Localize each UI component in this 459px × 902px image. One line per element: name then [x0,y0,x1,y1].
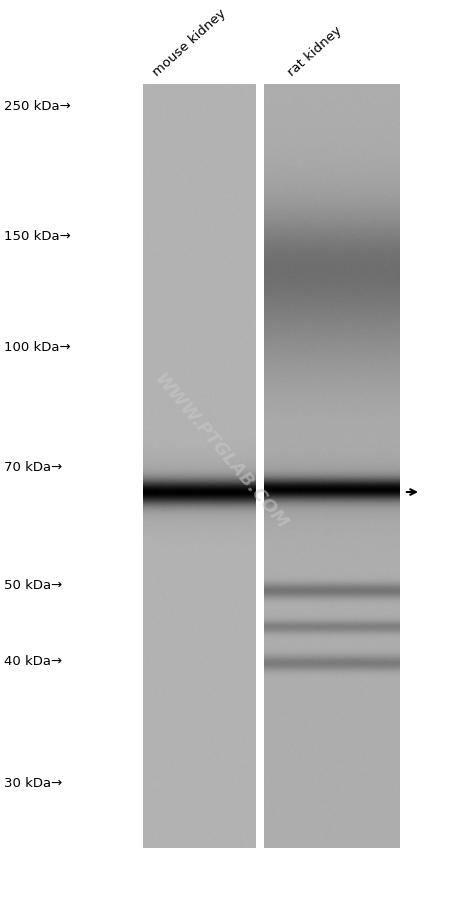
Text: rat kidney: rat kidney [285,24,344,79]
Text: WWW.PTGLAB.COM: WWW.PTGLAB.COM [150,370,291,532]
Text: 30 kDa→: 30 kDa→ [4,777,62,789]
Text: 40 kDa→: 40 kDa→ [4,655,62,667]
Text: 70 kDa→: 70 kDa→ [4,461,62,474]
Text: 50 kDa→: 50 kDa→ [4,578,62,591]
Text: 250 kDa→: 250 kDa→ [4,100,70,113]
Text: mouse kidney: mouse kidney [150,7,228,79]
Text: 100 kDa→: 100 kDa→ [4,341,70,354]
Text: 150 kDa→: 150 kDa→ [4,230,70,243]
